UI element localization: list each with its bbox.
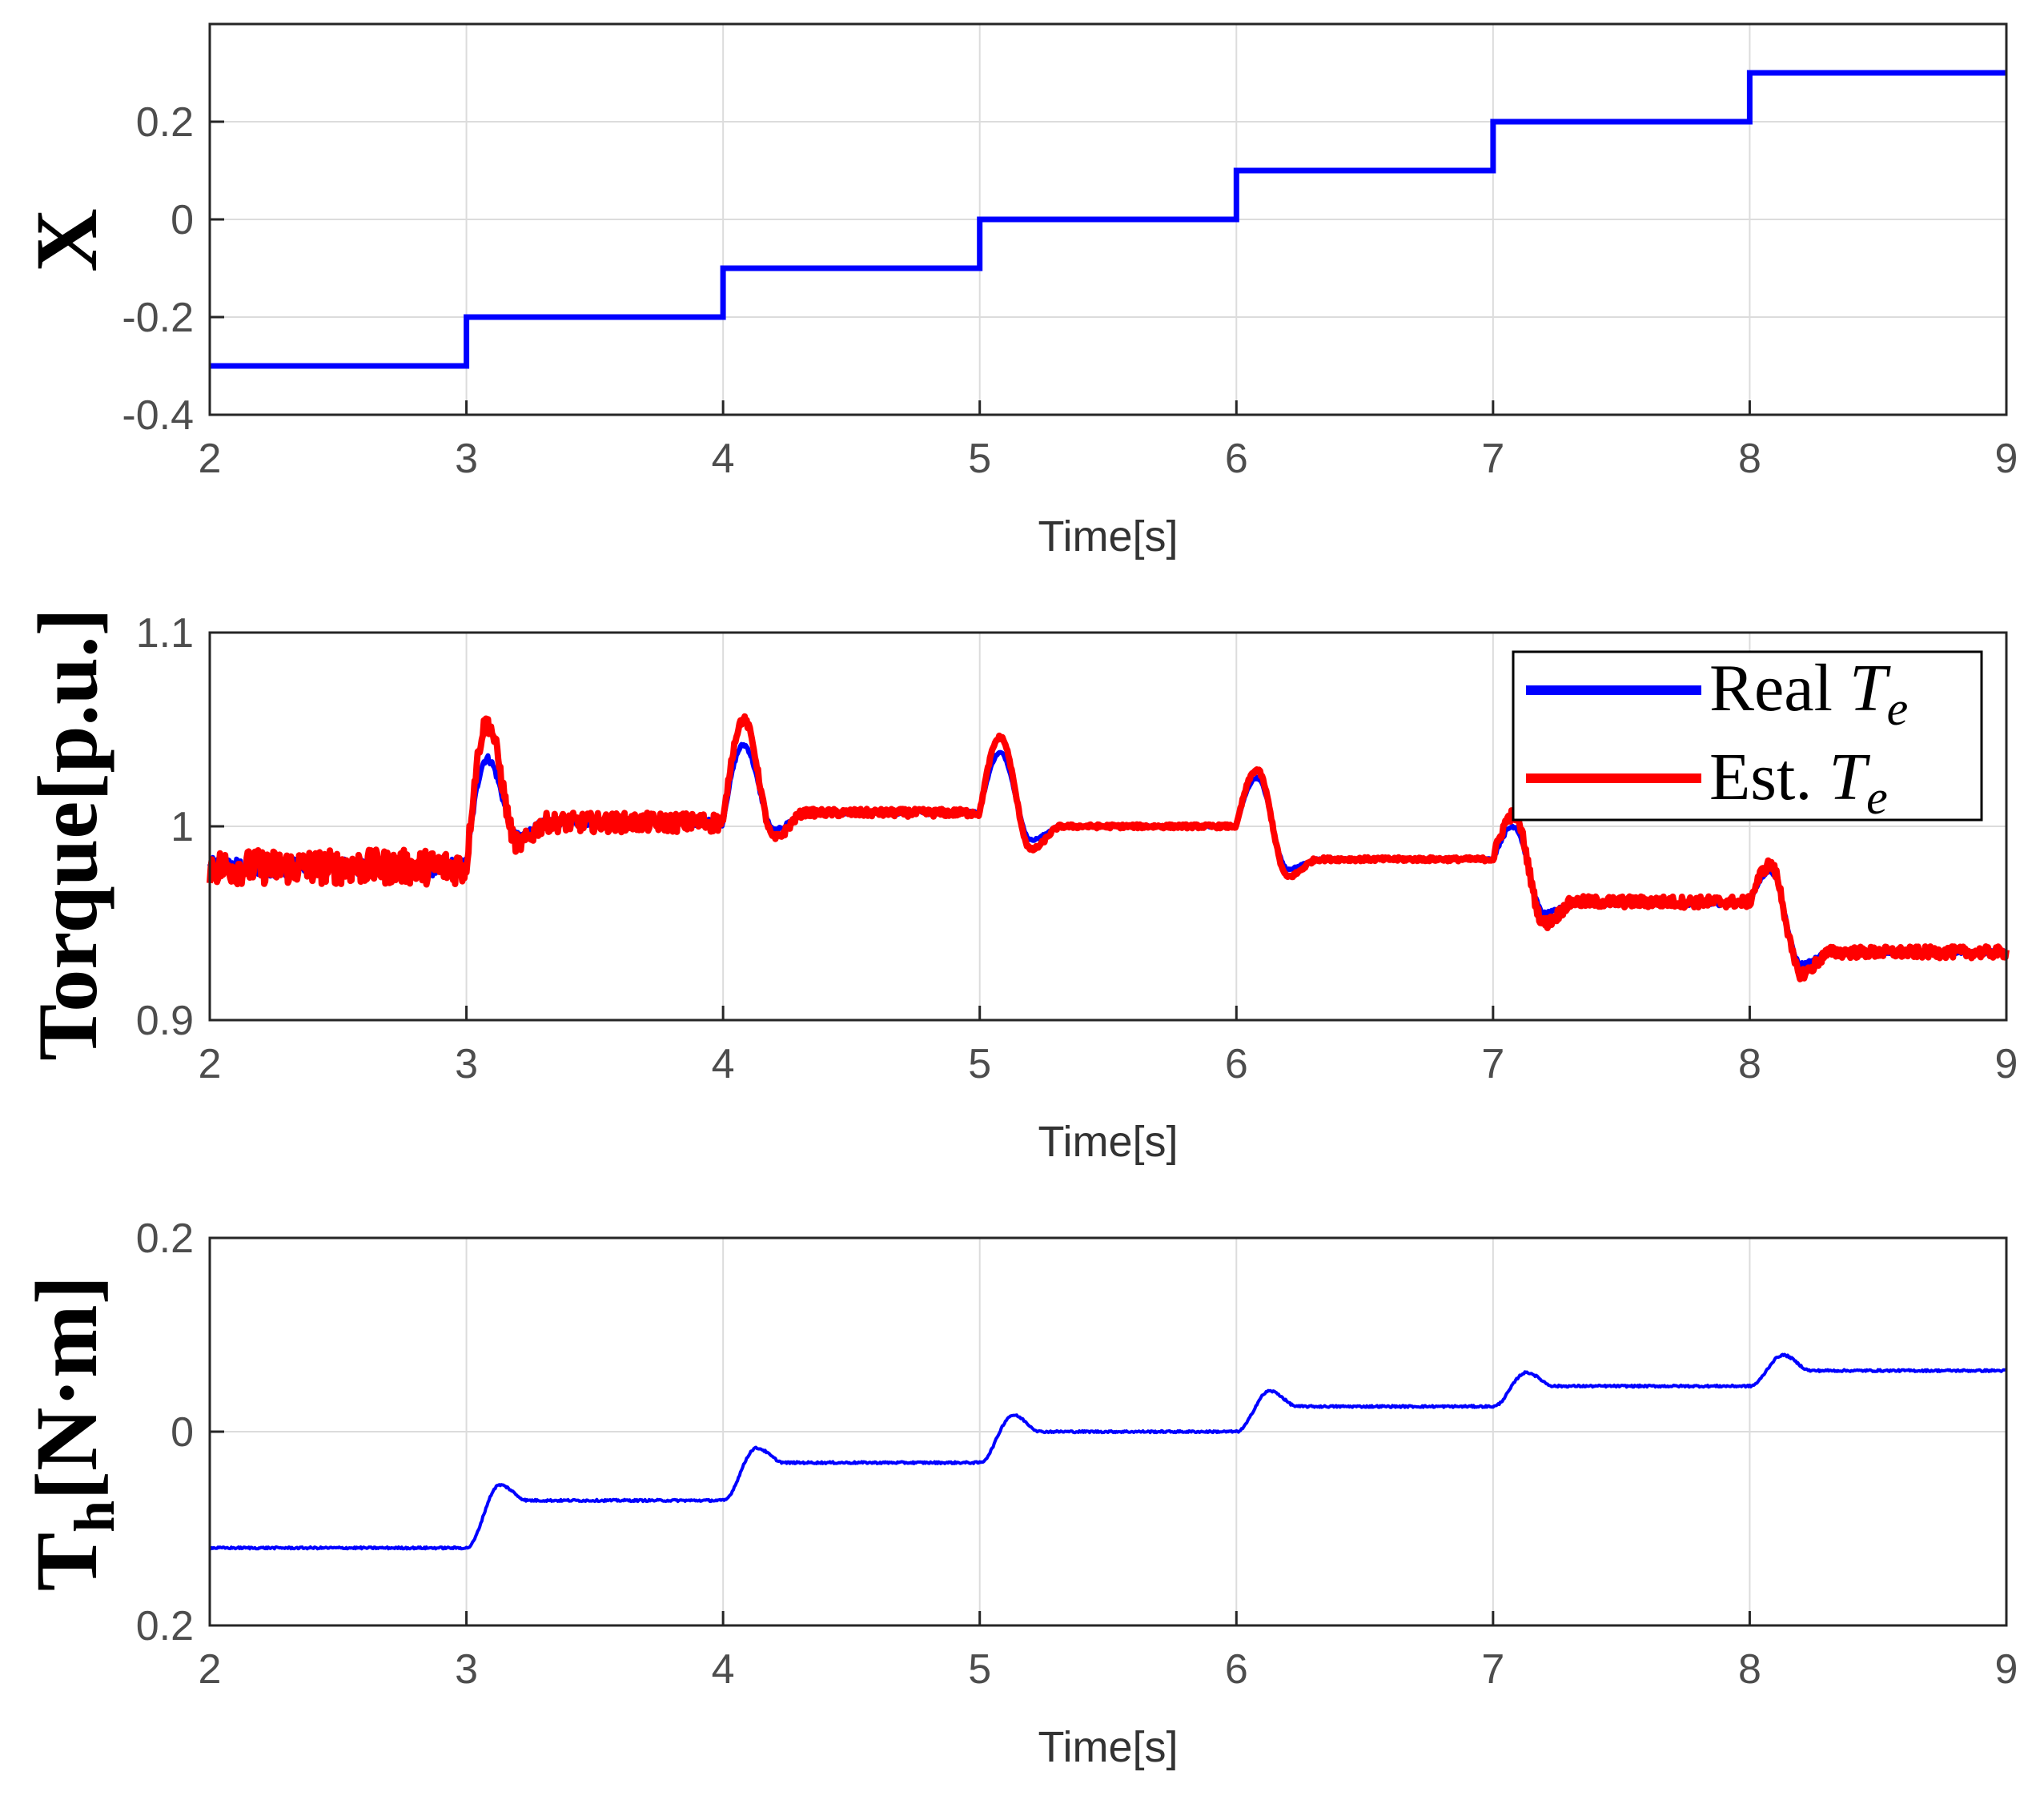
th-xlabel: Time[s]	[1038, 1723, 1179, 1771]
legend-label-est: Est. Te	[1709, 740, 1888, 824]
th-xtick-label: 9	[1995, 1646, 2018, 1693]
th-xtick-label: 8	[1738, 1646, 1761, 1693]
torque-series-line-1	[207, 713, 2010, 982]
torque-ytick-label: 1.1	[136, 610, 194, 657]
panel-th: 0.2 0 0.2 2 3 4 5 6 7 8 9 Time[s] Th[N·m]	[18, 1215, 2018, 1771]
x-ytick-label: 0	[171, 197, 194, 243]
torque-legend: Real Te Est. Te	[1512, 650, 1983, 824]
torque-xtick-label: 6	[1225, 1041, 1248, 1087]
panel-torque: 0.9 1 1.1 2 3 4 5 6 7 8 9 Time[s] Torque[p.u.] Re…	[21, 608, 2018, 1166]
legend-label-real: Real Te	[1709, 651, 1908, 735]
th-series-line-0	[209, 1352, 2007, 1551]
x-ytick-label: -0.4	[122, 392, 194, 439]
x-ytick-label: -0.2	[122, 295, 194, 341]
torque-xtick-label: 3	[455, 1041, 478, 1087]
th-xtick-label: 5	[968, 1646, 991, 1693]
torque-ylabel: Torque[p.u.]	[21, 608, 114, 1061]
th-ylabel: Th[N·m]	[18, 1276, 126, 1591]
torque-xtick-label: 9	[1995, 1041, 2018, 1087]
th-xtick-label: 4	[712, 1646, 735, 1693]
th-ytick-label: 0	[171, 1409, 194, 1456]
th-ytick-label: 0.2	[136, 1215, 194, 1262]
th-xtick-label: 3	[455, 1646, 478, 1693]
torque-xtick-label: 4	[712, 1041, 735, 1087]
legend-box	[1512, 650, 1983, 822]
torque-ytick-label: 1	[171, 804, 194, 850]
x-xtick-label: 9	[1995, 436, 2018, 482]
x-xtick-label: 8	[1738, 436, 1761, 482]
x-series-line	[210, 70, 2006, 369]
th-xtick-label: 6	[1225, 1646, 1248, 1693]
x-xtick-label: 5	[968, 436, 991, 482]
torque-xtick-label: 8	[1738, 1041, 1761, 1087]
torque-xtick-label: 2	[199, 1041, 222, 1087]
x-xtick-label: 4	[712, 436, 735, 482]
x-xtick-label: 2	[199, 436, 222, 482]
x-xtick-label: 7	[1481, 436, 1504, 482]
torque-ytick-label: 0.9	[136, 998, 194, 1044]
th-ytick-label: 0.2	[136, 1603, 194, 1649]
x-ytick-label: 0.2	[136, 99, 194, 146]
torque-xlabel: Time[s]	[1038, 1118, 1179, 1166]
torque-xtick-label: 5	[968, 1041, 991, 1087]
torque-xtick-label: 7	[1481, 1041, 1504, 1087]
th-xtick-label: 7	[1481, 1646, 1504, 1693]
x-xtick-label: 6	[1225, 436, 1248, 482]
x-ylabel: X	[18, 208, 115, 271]
th-xtick-label: 2	[199, 1646, 222, 1693]
x-xtick-label: 3	[455, 436, 478, 482]
x-xlabel: Time[s]	[1038, 512, 1179, 560]
panel-x: -0.4 -0.2 0 0.2 2 3 4 5 6 7 8 9 Time[s] X	[18, 22, 2018, 560]
